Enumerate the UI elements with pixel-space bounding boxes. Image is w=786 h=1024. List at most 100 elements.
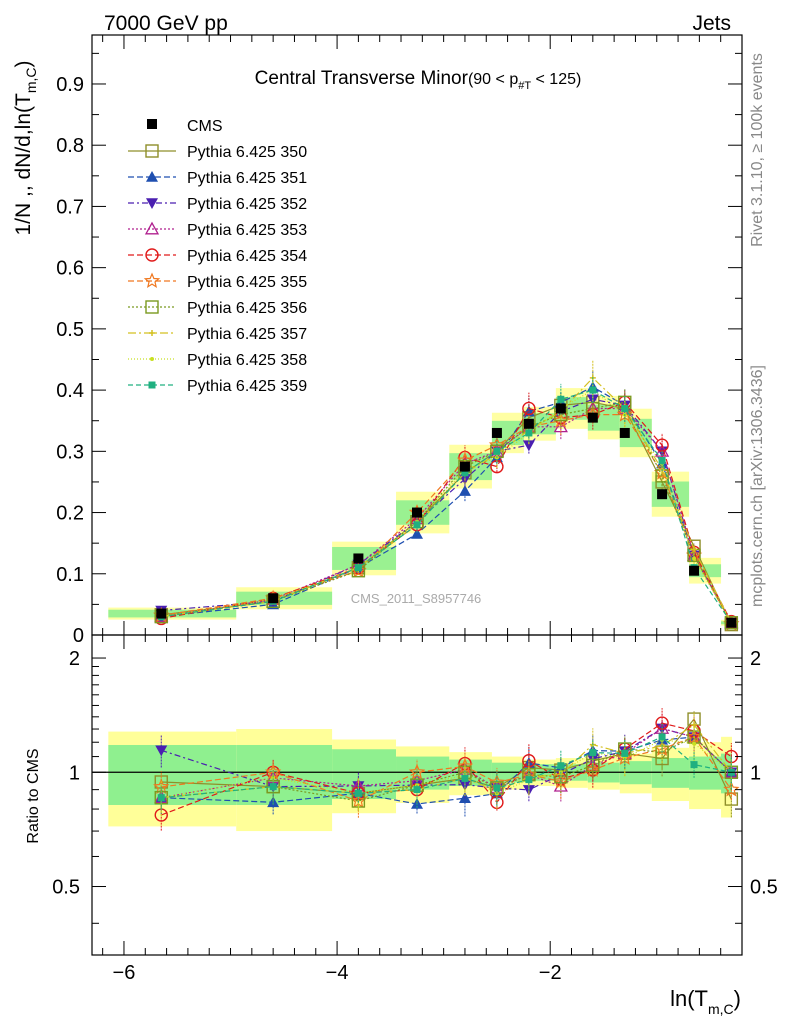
cms-data-layer (156, 403, 737, 628)
main-y-tick-label: 0.5 (56, 319, 84, 341)
title-range-sub: #T (518, 80, 531, 92)
main-y-tick-label: 0.8 (56, 135, 84, 157)
legend: CMS Pythia 6.425 350 Pythia 6.425 351 Pythi… (128, 118, 307, 395)
cms-point (459, 461, 470, 472)
legend-label: Pythia 6.425 359 (187, 378, 307, 395)
cms-point (268, 593, 279, 604)
ratio-y-tick-label-right: 2 (750, 648, 761, 670)
cms-point (587, 412, 598, 423)
analysis-watermark: CMS_2011_S8957746 (351, 591, 482, 606)
legend-marker (145, 300, 159, 314)
ratio-y-tick-label: 0.5 (52, 877, 80, 899)
legend-marker (146, 171, 158, 182)
ratio-y-tick-label-right: 0.5 (750, 877, 778, 899)
series-358-point (692, 556, 697, 561)
cms-point (689, 565, 700, 576)
legend-marker (145, 248, 159, 262)
series-359-point (557, 395, 565, 403)
main-y-tick-label: 0.6 (56, 258, 84, 280)
main-x-ticks (102, 35, 722, 635)
cms-point (555, 403, 566, 414)
ylabel-close: ) (12, 60, 35, 67)
series-359-ratio-point (413, 786, 421, 794)
cms-point (491, 427, 502, 438)
series-359-point (413, 521, 421, 529)
series-359-ratio-point (354, 789, 362, 797)
main-y-tick-label: 0.3 (56, 441, 84, 463)
legend-label: Pythia 6.425 350 (187, 144, 307, 161)
series-355-point (350, 562, 367, 578)
ratio-y-tick-label-right: 1 (750, 762, 761, 784)
legend-cms-label: CMS (187, 118, 223, 135)
series-358-ratio-point (271, 775, 276, 780)
main-y-tick-label: 0.9 (56, 74, 84, 96)
legend-label: Pythia 6.425 358 (187, 352, 307, 369)
cms-point (156, 608, 167, 619)
xlabel-sub: m,C (708, 1001, 734, 1017)
series-352-ratio-point (155, 745, 168, 757)
legend-marker (148, 381, 156, 389)
mcplots-credit-label: mcplots.cern.ch [arXiv:1306.3436] (749, 365, 766, 607)
header-process-label: 7000 GeV pp (104, 12, 228, 35)
legend-marker (143, 272, 161, 288)
series-354-point (522, 401, 536, 416)
cms-point (523, 418, 534, 429)
main-y-tick-label: 0.4 (56, 380, 84, 402)
series-355-ratio-point (723, 781, 740, 797)
main-panel: 0 0.1 0.2 0.3 0.4 0.5 0.6 0.7 0.8 0.9 (56, 34, 743, 647)
ratio-y-axis-label: Ratio to CMS (25, 748, 42, 843)
ratio-y-axis: 0.5 0.5 1 1 2 2 (52, 648, 778, 924)
x-tick-label: −4 (326, 962, 349, 984)
legend-label: Pythia 6.425 351 (187, 170, 307, 187)
legend-marker (145, 144, 159, 158)
legend-marker (146, 198, 158, 209)
series-357-point (691, 546, 698, 553)
main-y-tick-label: 0 (73, 625, 84, 647)
series-351-point (458, 485, 471, 496)
series-359-ratio-point (589, 749, 597, 757)
legend-label: Pythia 6.425 353 (187, 222, 307, 239)
legend-label: Pythia 6.425 357 (187, 326, 307, 343)
ylabel-sub: m,C (23, 67, 39, 93)
cms-point (726, 617, 737, 628)
xlabel-close: ) (734, 986, 741, 1011)
cms-point (412, 507, 422, 518)
x-axis-label: ln(Tm,C) (670, 986, 741, 1017)
main-y-axis: 0 0.1 0.2 0.3 0.4 0.5 0.6 0.7 0.8 0.9 (56, 52, 742, 647)
title-range-post: < 125) (531, 71, 581, 88)
title-range-pre: (90 < p (468, 71, 518, 88)
series-359-ratio-point (493, 784, 501, 792)
legend-label: Pythia 6.425 355 (187, 274, 307, 291)
series-351-point (411, 527, 423, 539)
ratio-y-tick-label: 2 (69, 648, 80, 670)
main-y-tick-label: 0.7 (56, 196, 84, 218)
series-352-point (522, 440, 535, 452)
series-359-point (525, 429, 533, 437)
series-357-ratio-point (691, 721, 698, 728)
series-359-ratio-point (157, 794, 165, 802)
series-359-ratio-point (557, 762, 565, 770)
inner-band-main (332, 546, 397, 570)
series-359-ratio-point (525, 776, 533, 784)
legend-label: Pythia 6.425 352 (187, 196, 307, 213)
series-359-ratio-point (658, 733, 666, 741)
series-358-ratio-point (692, 741, 697, 746)
series-359-point (589, 386, 597, 394)
main-y-tick-label: 0.1 (56, 564, 84, 586)
series-359-ratio-point (461, 774, 469, 782)
ratio-y-tick-label: 1 (69, 762, 80, 784)
series-359-ratio-point (690, 761, 698, 769)
legend-label: Pythia 6.425 354 (187, 248, 307, 265)
chart-title: Central Transverse Minor(90 < p#T < 125) (255, 68, 582, 92)
series-359-point (354, 564, 362, 572)
cms-point (657, 489, 668, 500)
header-category-label: Jets (692, 12, 731, 35)
series-359-point (658, 457, 666, 465)
ratio-panel: 0.5 0.5 1 1 2 2 −6 −4 −2 (52, 634, 778, 984)
title-main: Central Transverse Minor (255, 68, 469, 89)
ratio-frame (91, 634, 743, 956)
legend-cms-marker (147, 119, 157, 129)
inner-band-ratio (721, 753, 732, 794)
legend-label: Pythia 6.425 356 (187, 300, 307, 317)
